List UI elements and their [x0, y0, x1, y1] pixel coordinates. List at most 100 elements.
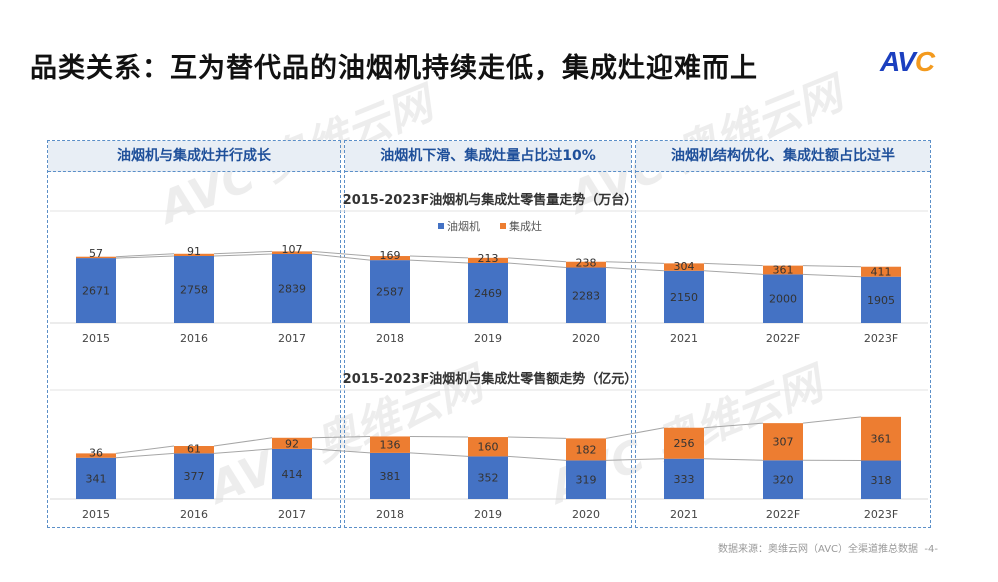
series-line	[507, 455, 567, 461]
series-line	[703, 262, 764, 267]
bar-range-hood	[76, 258, 116, 323]
series-line	[213, 437, 273, 447]
data-label: 1905	[867, 294, 895, 307]
bar-range-hood	[174, 255, 214, 323]
x-tick-label: 2022F	[766, 508, 800, 521]
legend-swatch	[438, 223, 444, 229]
series-line	[605, 427, 665, 439]
bar-range-hood	[763, 460, 803, 499]
bar-integrated-stove	[370, 436, 410, 453]
bar-integrated-stove	[468, 257, 508, 264]
series-line	[409, 435, 469, 438]
data-label: 2283	[572, 289, 600, 302]
bar-integrated-stove	[664, 427, 704, 459]
series-line	[507, 262, 567, 269]
data-label: 333	[674, 473, 695, 486]
x-tick-label: 2016	[180, 332, 208, 345]
x-tick-label: 2018	[376, 332, 404, 345]
bar-range-hood	[272, 448, 312, 499]
data-label: 381	[380, 470, 401, 483]
x-tick-label: 2021	[670, 508, 698, 521]
x-tick-label: 2018	[376, 508, 404, 521]
data-label: 107	[282, 243, 303, 256]
bar-integrated-stove	[174, 253, 214, 256]
data-label: 320	[773, 474, 794, 487]
data-label: 36	[89, 447, 103, 460]
data-label: 91	[187, 245, 201, 258]
avc-logo: AVC	[880, 46, 935, 77]
source-note: 数据来源：奥维云网（AVC）全渠道推总数据	[718, 544, 919, 555]
data-label: 414	[282, 468, 303, 481]
data-label: 169	[380, 249, 401, 262]
series-line	[409, 255, 469, 259]
data-label: 352	[478, 472, 499, 485]
series-line	[311, 253, 371, 261]
x-tick-label: 2022F	[766, 332, 800, 345]
data-label: 213	[478, 252, 499, 265]
bar-range-hood	[763, 274, 803, 323]
chart-title: 2015-2023F油烟机与集成灶零售量走势（万台）	[343, 192, 638, 208]
data-label: 318	[871, 474, 892, 487]
data-label: 61	[187, 442, 201, 455]
bar-integrated-stove	[76, 453, 116, 458]
bar-range-hood	[468, 456, 508, 499]
data-label: 2587	[376, 286, 404, 299]
bar-range-hood	[664, 458, 704, 499]
data-label: 238	[576, 257, 597, 270]
x-tick-label: 2023F	[864, 508, 898, 521]
x-tick-label: 2019	[474, 508, 502, 521]
bar-range-hood	[468, 263, 508, 323]
series-line	[802, 416, 862, 424]
series-line	[409, 452, 469, 457]
series-line	[213, 250, 273, 255]
legend-swatch	[500, 223, 506, 229]
bar-range-hood	[861, 276, 901, 323]
series-line	[703, 458, 764, 461]
legend-label: 油烟机	[447, 219, 480, 233]
bar-integrated-stove	[566, 438, 606, 461]
series-line	[311, 250, 371, 257]
x-tick-label: 2017	[278, 508, 306, 521]
data-label: 57	[89, 247, 103, 260]
chart-title: 2015-2023F油烟机与集成灶零售额走势（亿元）	[343, 371, 638, 387]
data-label: 256	[674, 437, 695, 450]
bar-integrated-stove	[861, 416, 901, 461]
x-tick-label: 2017	[278, 332, 306, 345]
x-tick-label: 2015	[82, 332, 110, 345]
series-line	[311, 448, 371, 454]
panel-2: 油烟机下滑、集成灶量占比过10%	[344, 140, 632, 528]
bar-integrated-stove	[861, 266, 901, 277]
data-label: 2839	[278, 283, 306, 296]
series-line	[802, 273, 862, 278]
panel-header: 油烟机下滑、集成灶量占比过10%	[345, 141, 631, 172]
bar-range-hood	[664, 270, 704, 323]
bar-integrated-stove	[468, 437, 508, 457]
panel-header: 油烟机与集成灶并行成长	[48, 141, 340, 172]
data-label: 319	[576, 474, 597, 487]
bar-integrated-stove	[370, 256, 410, 261]
data-label: 160	[478, 441, 499, 454]
page-title: 品类关系：互为替代品的油烟机持续走低，集成灶迎难而上	[30, 53, 758, 84]
x-tick-label: 2020	[572, 332, 600, 345]
series-line	[213, 253, 273, 257]
x-tick-label: 2016	[180, 508, 208, 521]
bar-range-hood	[566, 267, 606, 323]
x-tick-label: 2019	[474, 332, 502, 345]
series-line	[802, 265, 862, 268]
data-label: 136	[380, 439, 401, 452]
legend-label: 集成灶	[509, 219, 542, 233]
bar-range-hood	[370, 452, 410, 499]
data-label: 2469	[474, 287, 502, 300]
data-label: 361	[773, 263, 794, 276]
series-line	[703, 270, 764, 275]
data-label: 2000	[769, 293, 797, 306]
x-tick-label: 2023F	[864, 332, 898, 345]
series-line	[605, 261, 665, 264]
series-line	[115, 253, 175, 258]
series-line	[115, 255, 175, 259]
series-line	[409, 259, 469, 264]
data-label: 307	[773, 436, 794, 449]
x-tick-label: 2015	[82, 508, 110, 521]
data-label: 2758	[180, 283, 208, 296]
bar-integrated-stove	[272, 437, 312, 449]
